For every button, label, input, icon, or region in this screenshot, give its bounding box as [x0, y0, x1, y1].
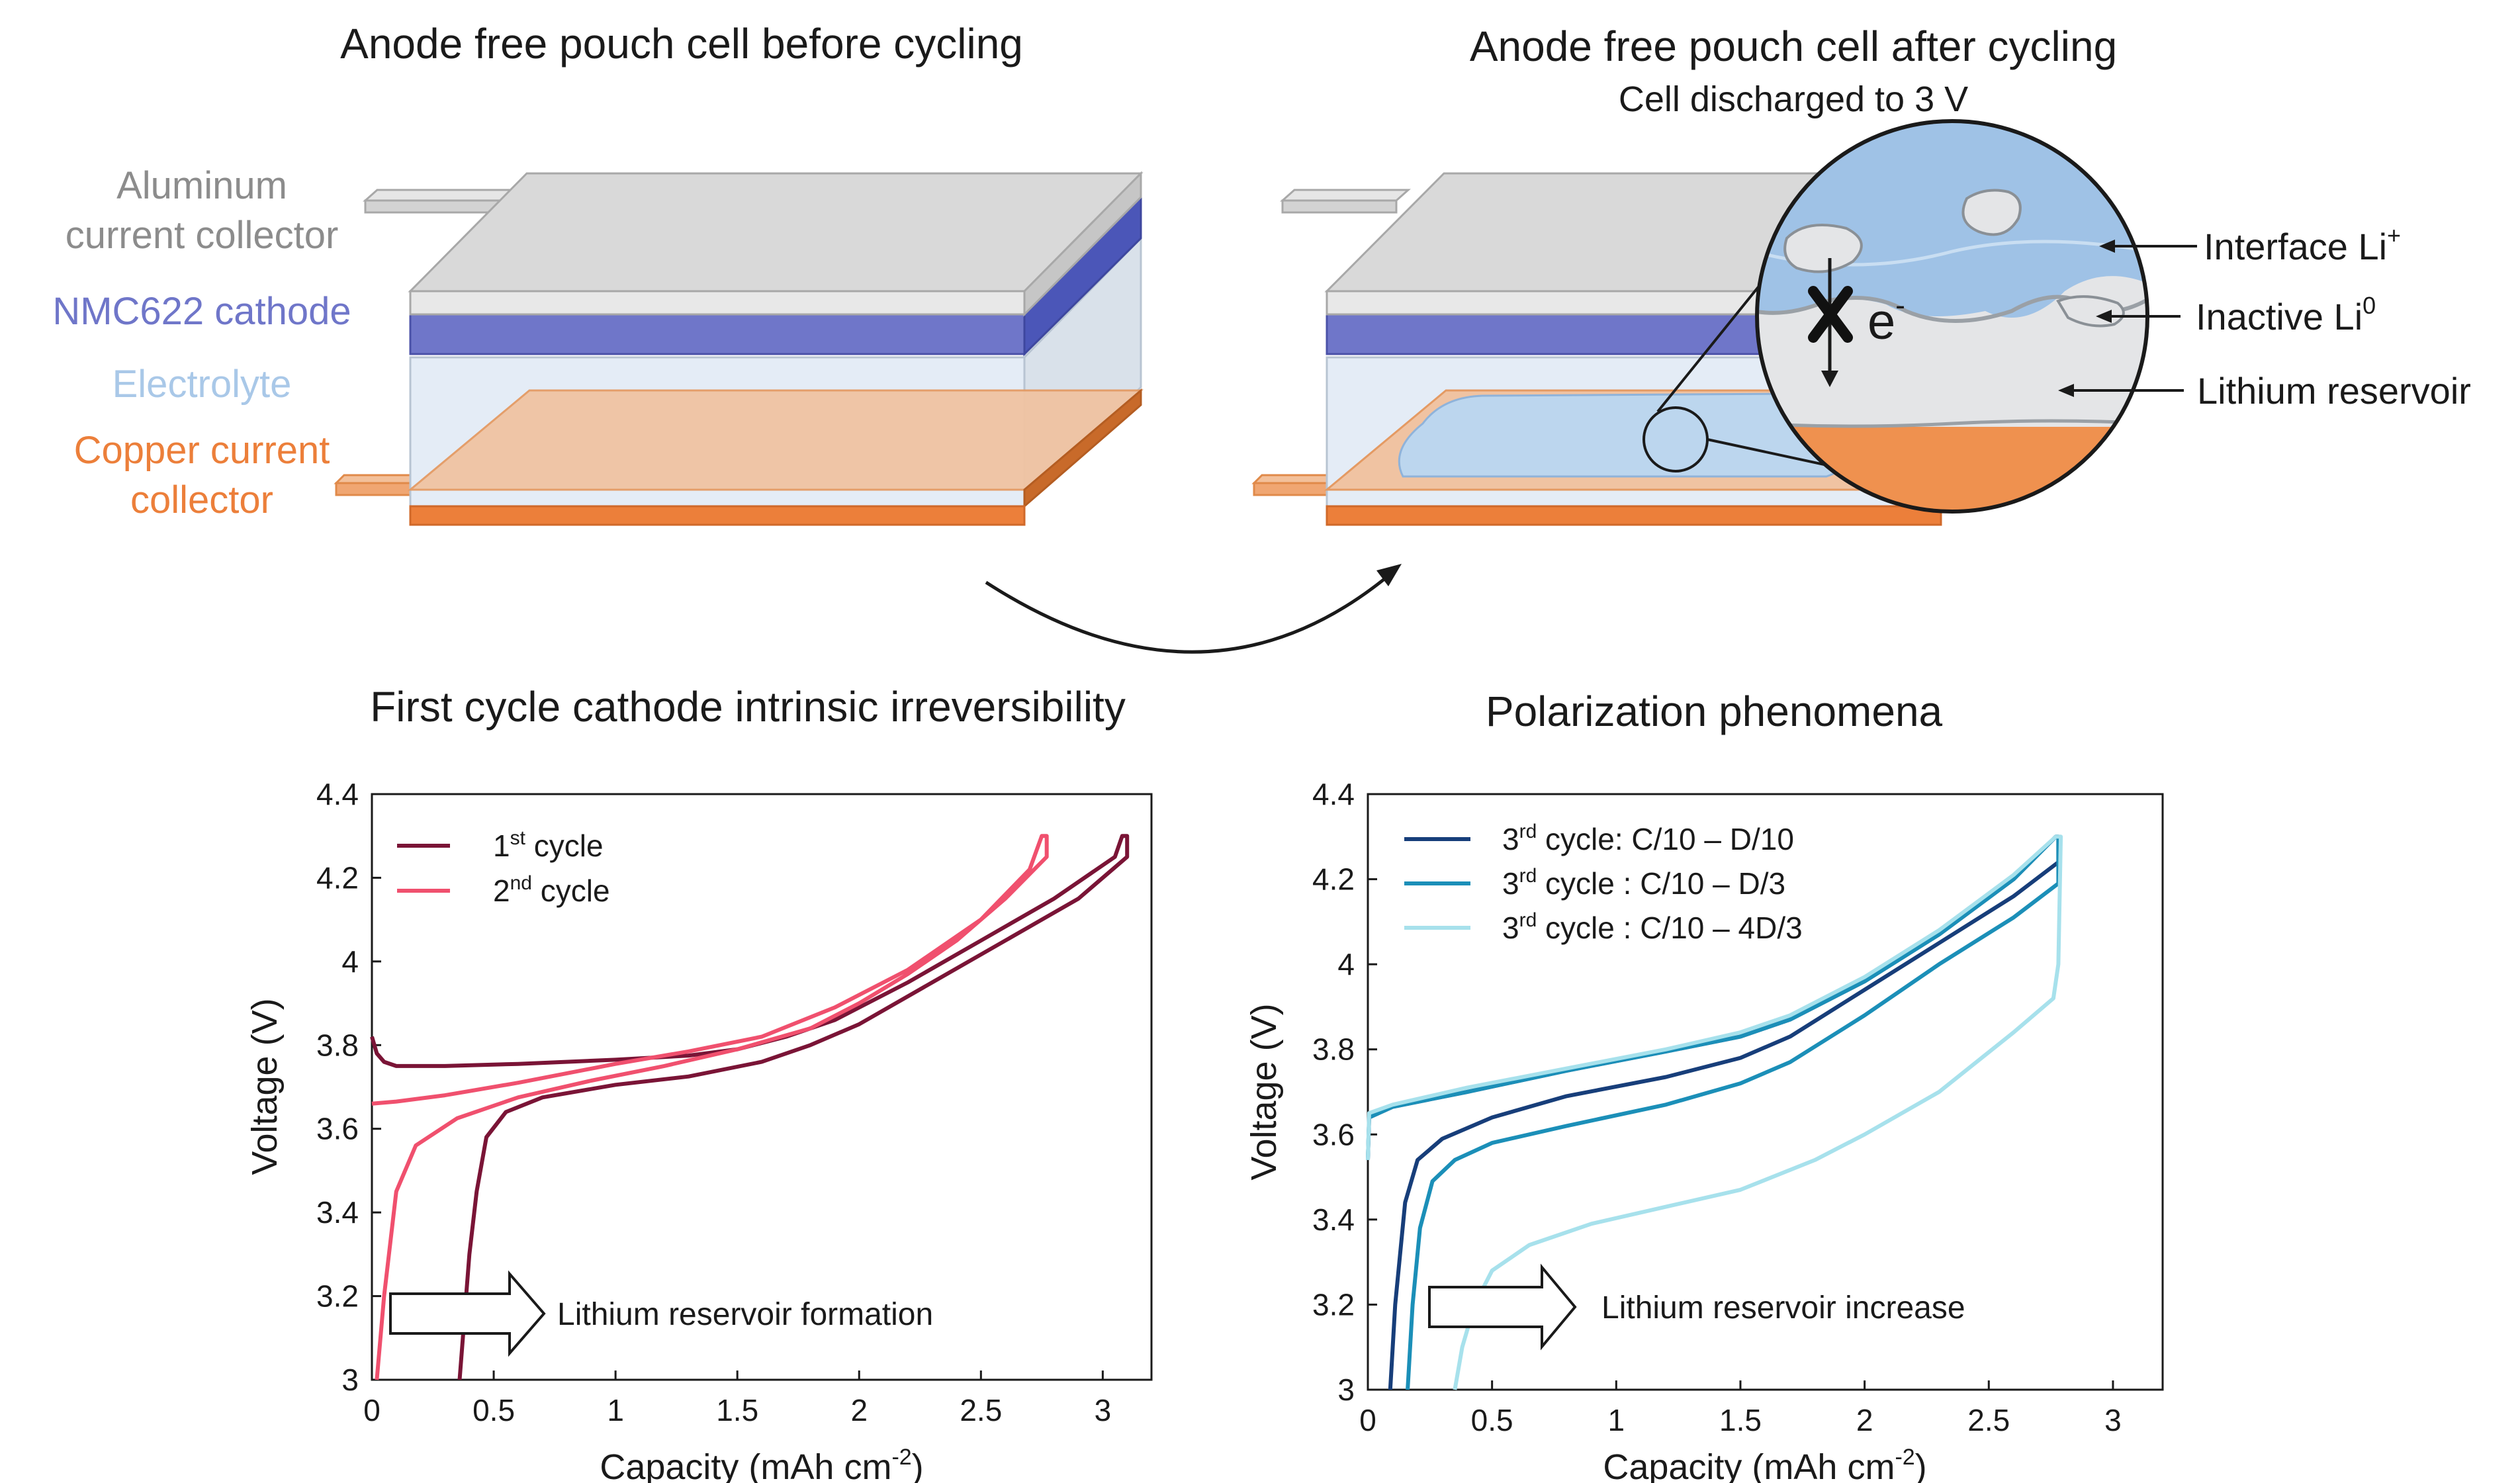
- x-tick-label: 2.5: [1967, 1403, 2010, 1437]
- annotation-formation: Lithium reservoir formation: [557, 1297, 933, 1332]
- x-tick-label: 2: [850, 1393, 868, 1427]
- inactive-li-particle-2: [1783, 224, 1863, 273]
- copper-tab-front-after: [1253, 482, 1331, 496]
- chart-polarization-xlabel: Capacity (mAh cm-2): [1603, 1445, 1926, 1483]
- x-tick-label: 3: [2104, 1403, 2122, 1437]
- cell-after-subtitle: Cell discharged to 3 V: [1619, 79, 1968, 119]
- cell-before-title: Anode free pouch cell before cycling: [340, 20, 1023, 67]
- y-tick-label: 4: [1337, 947, 1355, 981]
- x-tick-label: 0.5: [1471, 1403, 1513, 1437]
- series-line-2: [1366, 834, 2063, 1390]
- chart-first-cycle-title: First cycle cathode intrinsic irreversib…: [370, 683, 1126, 731]
- legend-label-d3: 3rd cycle : C/10 – D/3: [1502, 865, 1785, 901]
- legend-label-d10: 3rd cycle: C/10 – D/10: [1502, 821, 1794, 856]
- annotation-increase: Lithium reservoir increase: [1601, 1290, 1965, 1326]
- chart-first-cycle-ylabel: Voltage (V): [245, 998, 285, 1175]
- interface-region: [1757, 121, 2147, 318]
- inactive-label: Inactive Li0: [2196, 292, 2376, 337]
- aluminum-tab-front-after: [1281, 199, 1398, 214]
- electron-path-arrowhead: [1821, 371, 1838, 387]
- y-tick-label: 3.8: [1312, 1032, 1355, 1067]
- cathode-label: NMC622 cathode: [52, 290, 351, 333]
- copper-tab-after: [1251, 474, 1341, 484]
- copper-label-2: collector: [130, 478, 273, 521]
- y-tick-label: 4.4: [316, 777, 359, 811]
- chart-polarization-ticks: 0 0.5 1 1.5 2 2.5 3 3 3.2 3.4 3.6 3.8 4 4.2 4.4: [1312, 777, 2122, 1437]
- x-tick-label: 2: [1856, 1403, 1873, 1437]
- y-tick-label: 4.2: [316, 860, 359, 895]
- aluminum-label-2: current collector: [66, 214, 339, 257]
- chart-first-cycle-series: [370, 834, 1130, 1380]
- series-line-1: [371, 834, 1049, 1380]
- y-tick-label: 3.2: [1312, 1287, 1355, 1322]
- y-tick-label: 3.4: [1312, 1202, 1355, 1237]
- x-tick-label: 2.5: [960, 1393, 1002, 1427]
- y-tick-label: 3.6: [316, 1112, 359, 1146]
- cell-after-diagram: Anode free pouch cell after cycling Cell…: [1251, 22, 2471, 526]
- copper-label-1: Copper current: [74, 429, 330, 472]
- series-line-0: [370, 834, 1130, 1380]
- copper-plate-top: [407, 389, 1144, 491]
- copper-plate-side: [1023, 388, 1142, 509]
- chart-polarization-title: Polarization phenomena: [1486, 688, 1943, 735]
- inactive-li-particle-1: [1961, 189, 2022, 236]
- chart-first-cycle-xlabel: Capacity (mAh cm-2): [600, 1445, 923, 1483]
- y-tick-label: 3.2: [316, 1279, 359, 1314]
- aluminum-label-1: Aluminum: [116, 164, 287, 207]
- chart-first-cycle-ticks: 0 0.5 1 1.5 2 2.5 3 3 3.2 3.4 3.6 3.8 4 4.2 4.4: [316, 777, 1111, 1427]
- chart-first-cycle: First cycle cathode intrinsic irreversib…: [245, 683, 1153, 1483]
- electrolyte-label: Electrolyte: [112, 363, 292, 406]
- aluminum-top: [408, 172, 1144, 292]
- interface-label: Interface Li+: [2204, 222, 2401, 267]
- x-tick-label: 0: [363, 1393, 381, 1427]
- legend-label-cycle1: 1st cycle: [493, 827, 604, 863]
- x-tick-label: 1: [607, 1393, 624, 1427]
- y-tick-label: 3.8: [316, 1028, 359, 1062]
- cell-after-title: Anode free pouch cell after cycling: [1470, 22, 2117, 70]
- cathode-layer: [409, 313, 1026, 355]
- y-tick-label: 4.4: [1312, 777, 1355, 811]
- legend-label-cycle2: 2nd cycle: [493, 872, 610, 908]
- y-tick-label: 3: [1337, 1372, 1355, 1407]
- y-tick-label: 4: [341, 944, 359, 979]
- copper-plate-front-after: [1326, 505, 1942, 526]
- zoom-lens-content: [1757, 121, 2147, 512]
- chart-polarization-series: [1366, 834, 2063, 1390]
- blocked-x-icon: [1808, 286, 1853, 343]
- y-tick-label: 3: [341, 1363, 359, 1397]
- x-tick-label: 0.5: [472, 1393, 515, 1427]
- x-tick-label: 0: [1359, 1403, 1376, 1437]
- annotation-arrow-increase: [1428, 1263, 1577, 1351]
- y-tick-label: 4.2: [1312, 862, 1355, 897]
- x-tick-label: 1.5: [716, 1393, 758, 1427]
- chart-polarization-ylabel: Voltage (V): [1244, 1003, 1284, 1180]
- reservoir-label: Lithium reservoir: [2197, 370, 2471, 412]
- y-tick-label: 3.6: [1312, 1117, 1355, 1151]
- transition-arrow: [985, 568, 1398, 654]
- aluminum-front: [409, 290, 1026, 316]
- aluminum-side: [1023, 171, 1142, 317]
- cell-before-diagram: Anode free pouch cell before cycling Alu…: [52, 20, 1144, 526]
- x-tick-label: 3: [1095, 1393, 1112, 1427]
- aluminum-tab-after: [1280, 189, 1411, 202]
- copper-plate-front: [409, 505, 1026, 526]
- x-tick-label: 1.5: [1719, 1403, 1762, 1437]
- electron-label: e-: [1868, 289, 1905, 350]
- legend-label-4d3: 3rd cycle : C/10 – 4D/3: [1502, 909, 1803, 945]
- chart-polarization: Polarization phenomena 0 0.5 1 1.5 2 2.5 3 3 3.2…: [1244, 688, 2164, 1483]
- annotation-arrow-formation: [389, 1270, 546, 1357]
- zoom-line-top: [1656, 277, 1767, 413]
- x-tick-label: 1: [1608, 1403, 1625, 1437]
- transition-arrowhead: [1376, 564, 1402, 586]
- y-tick-label: 3.4: [316, 1195, 359, 1230]
